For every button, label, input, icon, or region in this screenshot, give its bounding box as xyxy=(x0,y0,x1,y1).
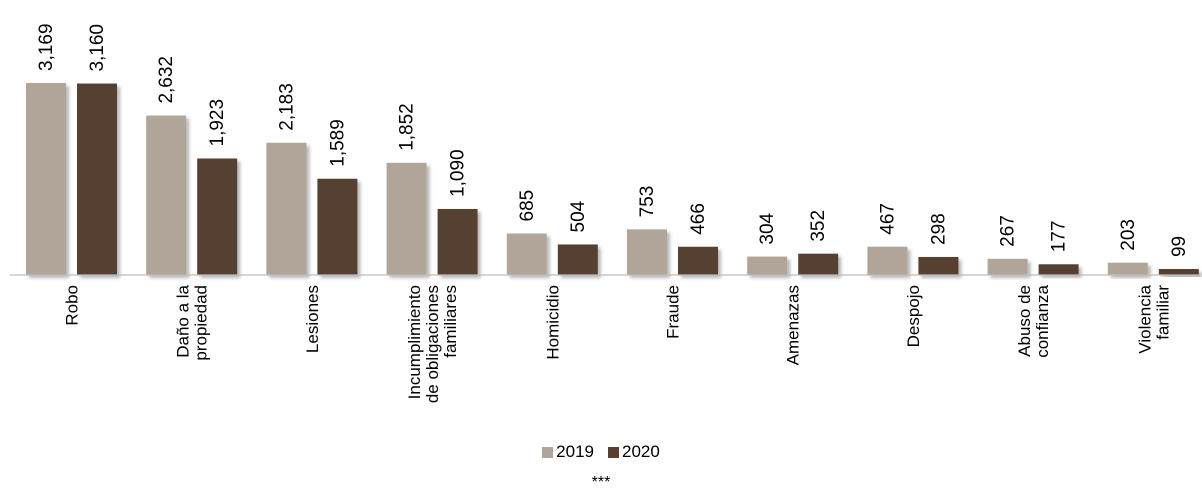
svg-text:Incumplimientode obligacionesf: Incumplimientode obligacionesfamiliares xyxy=(405,285,460,403)
data-label-2020-1: 1,923 xyxy=(207,99,228,147)
legend-item-2019: 2019 xyxy=(542,442,594,462)
bar-2019-7 xyxy=(867,246,908,275)
data-label-2019-9: 203 xyxy=(1118,219,1139,251)
bar-2019-2 xyxy=(266,142,307,275)
bar-2020-8 xyxy=(1038,264,1079,275)
legend: 2019 2020 xyxy=(0,440,1202,464)
data-label-2019-1: 2,632 xyxy=(156,56,177,104)
legend-swatch-2019 xyxy=(542,446,554,458)
bar-2020-0 xyxy=(77,83,117,275)
svg-text:Fraude: Fraude xyxy=(664,285,683,339)
bar-2020-9 xyxy=(1158,269,1199,275)
category-label-8: Abuso deconfianza xyxy=(1015,284,1052,357)
category-label-2: Lesiones xyxy=(303,285,322,353)
category-label-9: Violenciafamiliar xyxy=(1135,284,1172,353)
footnote: *** xyxy=(591,474,611,491)
bar-2020-4 xyxy=(557,244,598,275)
bar-2019-4 xyxy=(506,233,547,275)
data-label-2020-8: 177 xyxy=(1049,221,1070,253)
data-label-2019-0: 3,169 xyxy=(36,23,57,71)
svg-text:Violenciafamiliar: Violenciafamiliar xyxy=(1135,284,1172,353)
bar-2020-1 xyxy=(197,158,238,275)
bar-2020-5 xyxy=(678,246,718,275)
bar-2019-6 xyxy=(747,256,788,275)
svg-text:Abuso deconfianza: Abuso deconfianza xyxy=(1015,284,1052,357)
category-label-6: Amenazas xyxy=(784,285,803,365)
data-label-2020-6: 352 xyxy=(808,210,829,242)
data-label-2019-8: 267 xyxy=(998,215,1019,247)
bar-2019-9 xyxy=(1107,262,1148,275)
category-label-5: Fraude xyxy=(664,285,683,339)
bar-2019-0 xyxy=(26,83,66,275)
svg-text:Despojo: Despojo xyxy=(904,285,923,347)
data-label-2019-6: 304 xyxy=(757,212,778,244)
data-label-2019-7: 467 xyxy=(877,203,898,235)
bar-chart: 3,169 3,160 2,632 1,923 2,183 1,589 1,852 1,090… xyxy=(10,23,1200,403)
svg-text:Lesiones: Lesiones xyxy=(303,285,322,353)
svg-text:Homicidio: Homicidio xyxy=(543,285,562,360)
data-label-2019-4: 685 xyxy=(517,190,538,222)
data-label-2019-3: 1,852 xyxy=(397,103,418,151)
svg-text:Daño a lapropiedad: Daño a lapropiedad xyxy=(174,284,211,360)
data-label-2020-9: 99 xyxy=(1169,236,1190,257)
svg-text:Robo: Robo xyxy=(63,285,82,326)
bar-2019-5 xyxy=(627,229,667,275)
data-label-2020-7: 298 xyxy=(928,213,949,245)
data-label-2019-5: 753 xyxy=(637,186,658,218)
bar-2020-3 xyxy=(437,208,478,275)
legend-label-2020: 2020 xyxy=(622,442,660,461)
category-label-7: Despojo xyxy=(904,285,923,347)
category-label-1: Daño a lapropiedad xyxy=(174,284,211,360)
data-label-2020-3: 1,090 xyxy=(448,149,469,197)
legend-item-2020: 2020 xyxy=(608,442,660,462)
data-label-2020-4: 504 xyxy=(568,200,589,232)
category-label-4: Homicidio xyxy=(543,285,562,360)
category-label-3: Incumplimientode obligacionesfamiliares xyxy=(405,285,460,403)
svg-text:Amenazas: Amenazas xyxy=(784,285,803,365)
data-label-2020-0: 3,160 xyxy=(87,24,108,72)
bar-2020-6 xyxy=(798,253,839,275)
bar-2020-7 xyxy=(918,256,959,275)
category-label-0: Robo xyxy=(63,285,82,326)
bar-2020-2 xyxy=(317,178,358,275)
legend-label-2019: 2019 xyxy=(556,442,594,461)
data-label-2019-2: 2,183 xyxy=(276,83,297,131)
bar-2019-3 xyxy=(386,162,427,275)
data-label-2020-2: 1,589 xyxy=(327,119,348,167)
data-label-2020-5: 466 xyxy=(688,203,709,235)
bar-2019-8 xyxy=(987,258,1028,275)
bar-2019-1 xyxy=(146,115,187,275)
legend-swatch-2020 xyxy=(608,446,619,458)
